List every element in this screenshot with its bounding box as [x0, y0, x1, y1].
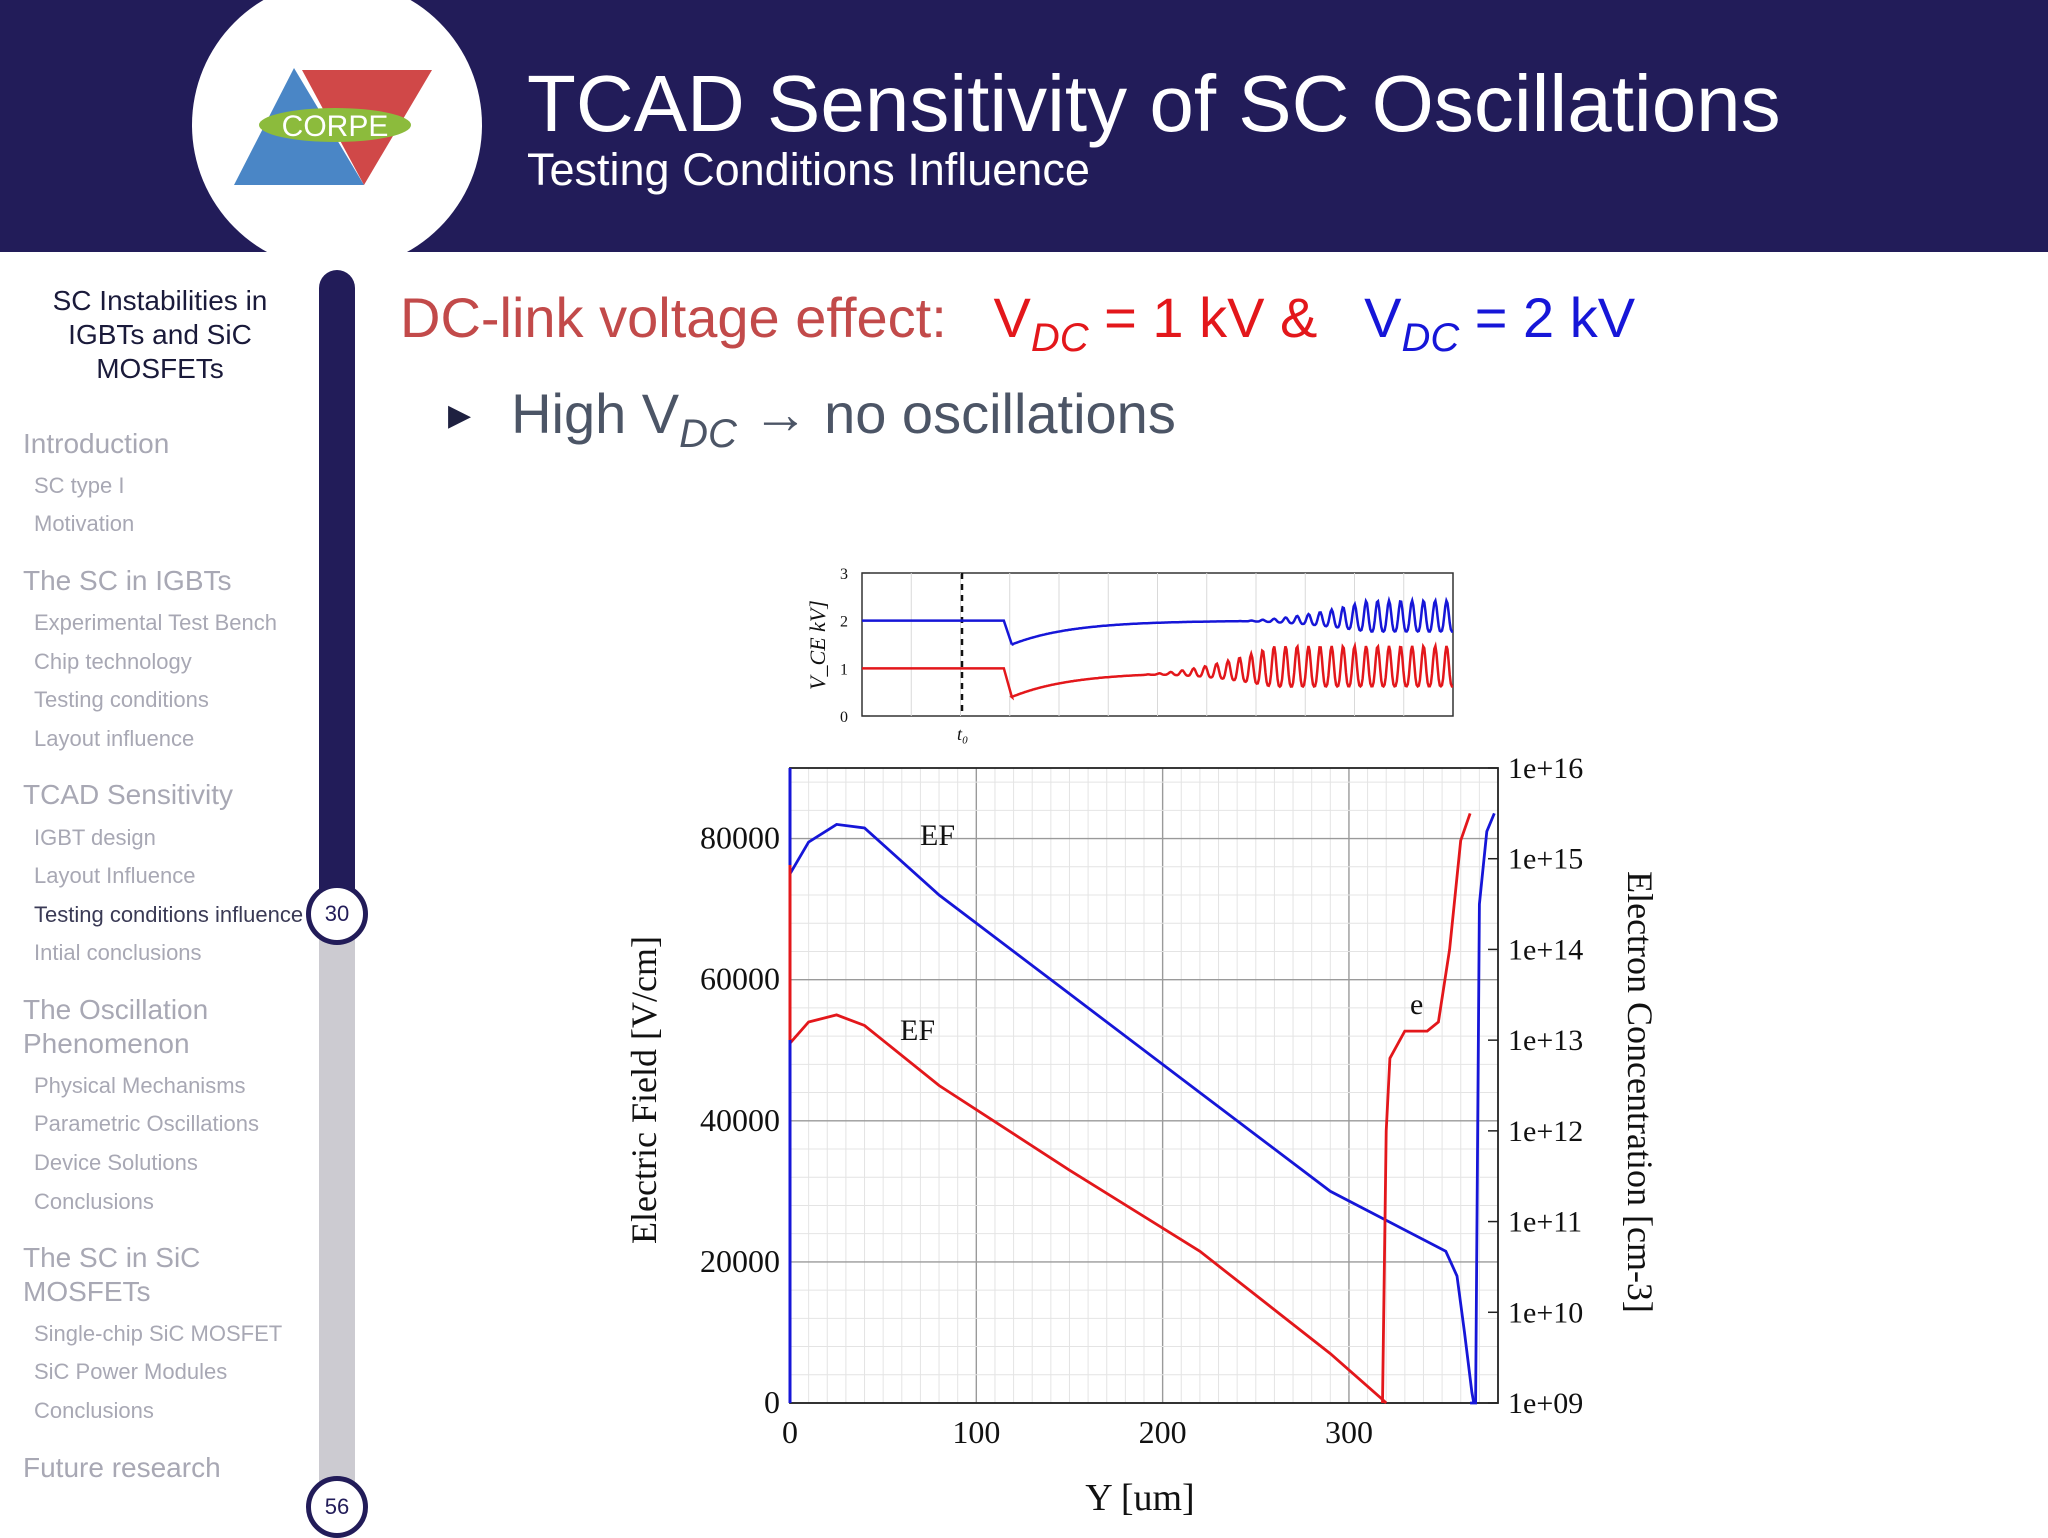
slide-title: TCAD Sensitivity of SC Oscillations: [527, 59, 1781, 148]
logo-badge: CORPE: [192, 0, 482, 270]
nav-item-motivation[interactable]: Motivation: [34, 511, 135, 536]
field-ytick-label: 40000: [700, 1102, 780, 1138]
nav-item-layout-influence[interactable]: Layout influence: [34, 726, 195, 751]
nav-item-parametric-oscillations[interactable]: Parametric Oscillations: [34, 1111, 259, 1136]
nav-item-layout-influence-tcad[interactable]: Layout Influence: [34, 863, 196, 888]
heading-v1: VDC = 1 kV &: [993, 286, 1318, 360]
field-y2tick-label: 1e+15: [1508, 843, 1583, 876]
nav-item-device-solutions[interactable]: Device Solutions: [34, 1150, 198, 1175]
total-pages-indicator: 56: [306, 1476, 368, 1538]
vce-ytick-label: 1: [840, 661, 848, 678]
nav-item-igbt-design[interactable]: IGBT design: [34, 825, 156, 850]
field-ytick-label: 60000: [700, 961, 780, 997]
nav-item-initial-conclusions[interactable]: Intial conclusions: [34, 940, 202, 965]
field-xtick-label: 0: [782, 1414, 798, 1450]
nav-item-testing-conditions[interactable]: Testing conditions: [34, 687, 209, 712]
progress-remaining: [319, 914, 355, 1526]
field-xtick-label: 100: [952, 1414, 1000, 1450]
heading-prefix: DC-link voltage effect:: [400, 286, 947, 349]
field-y2tick-label: 1e+12: [1508, 1115, 1583, 1148]
nav-section-oscillation[interactable]: The Oscillation Phenomenon: [23, 994, 209, 1059]
vce-chart: 0 1 2 3 t₀ V_CE kV]: [805, 566, 1454, 744]
bullet-triangle-icon: ▶: [448, 399, 472, 432]
nav-section-sc-igbts[interactable]: The SC in IGBTs: [23, 565, 232, 596]
field-ytick-label: 20000: [700, 1243, 780, 1279]
vce-ytick-label: 0: [840, 709, 848, 726]
field-xlabel: Y [um]: [1085, 1477, 1194, 1519]
e-series-2kv: [1470, 812, 1496, 1405]
field-y2tick-label: 1e+10: [1508, 1296, 1583, 1329]
t0-marker-label: t₀: [957, 724, 968, 744]
field-ytick-label: 80000: [700, 820, 780, 856]
progress-done: [319, 270, 355, 914]
field-y2tick-label: 1e+13: [1508, 1024, 1583, 1057]
field-y2tick-label: 1e+14: [1508, 933, 1583, 966]
nav-item-testing-conditions-influence[interactable]: Testing conditions influence: [34, 902, 304, 927]
field-xtick-label: 300: [1325, 1414, 1373, 1450]
field-y2label: Electron Concentration [cm-3]: [1620, 871, 1660, 1313]
e-series-1kv: [1381, 812, 1472, 1404]
ef-series-2kv: [788, 822, 1476, 1404]
slide-progress-bar: [319, 270, 355, 1526]
nav-item-single-chip-sic[interactable]: Single-chip SiC MOSFET: [34, 1321, 283, 1346]
nav-item-sc-type[interactable]: SC type I: [34, 473, 125, 498]
nav-item-physical-mechanisms[interactable]: Physical Mechanisms: [34, 1073, 246, 1098]
logo-text: CORPE: [282, 110, 389, 143]
annotation-e: e: [1410, 988, 1423, 1021]
annotation-ef-blue: EF: [920, 819, 955, 852]
ef-series-1kv: [788, 1013, 1388, 1405]
nav-section-future-research[interactable]: Future research: [23, 1452, 221, 1483]
slide-subtitle: Testing Conditions Influence: [527, 144, 1090, 195]
current-page-indicator: 30: [306, 883, 368, 945]
vce-series-1kv: [862, 641, 1454, 701]
field-y2tick-label: 1e+09: [1508, 1387, 1583, 1420]
nav-item-chip-technology[interactable]: Chip technology: [34, 649, 192, 674]
field-ytick-label: 0: [764, 1384, 780, 1420]
vce-ylabel: V_CE kV]: [805, 600, 830, 690]
field-chart: 0 100 200 300 0 20000 40000 60000 80000 1e+09 1e+1…: [624, 752, 1660, 1519]
sidebar-title: SC Instabilities in IGBTs and SiC MOSFET…: [52, 285, 268, 384]
bullet-item: ▶ High VDC → no oscillations: [448, 382, 1176, 456]
corpe-logo-icon: CORPE: [234, 68, 432, 185]
vce-ytick-label: 2: [840, 614, 848, 631]
nav-section-sc-sic[interactable]: The SC in SiC MOSFETs: [23, 1242, 201, 1307]
content-heading: DC-link voltage effect: VDC = 1 kV & VDC…: [400, 284, 1635, 372]
field-y2tick-label: 1e+16: [1508, 752, 1583, 785]
nav-section-tcad[interactable]: TCAD Sensitivity: [23, 779, 234, 810]
vce-ytick-label: 3: [840, 566, 848, 583]
heading-v2: VDC = 2 kV: [1364, 286, 1636, 360]
annotation-ef-red: EF: [900, 1014, 935, 1047]
vce-series-2kv: [862, 595, 1454, 646]
field-ylabel: Electric Field [V/cm]: [624, 936, 664, 1244]
field-y2tick-label: 1e+11: [1508, 1206, 1582, 1239]
nav-item-sic-power-modules[interactable]: SiC Power Modules: [34, 1359, 228, 1384]
nav-item-conclusions-sic[interactable]: Conclusions: [34, 1398, 154, 1423]
nav-section-introduction[interactable]: Introduction: [23, 428, 170, 459]
field-xtick-label: 200: [1139, 1414, 1187, 1450]
nav-item-test-bench[interactable]: Experimental Test Bench: [34, 610, 277, 635]
nav-item-conclusions-osc[interactable]: Conclusions: [34, 1189, 154, 1214]
